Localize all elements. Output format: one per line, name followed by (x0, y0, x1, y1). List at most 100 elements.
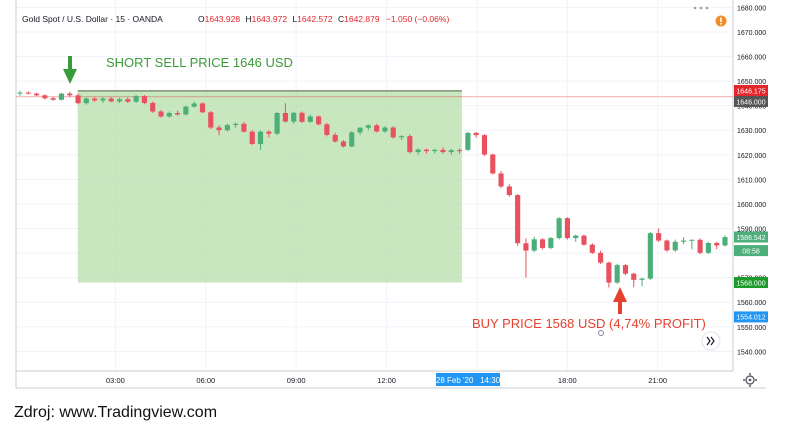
x-tick-label: 03:00 (106, 376, 125, 385)
price-badge-label: 08:58 (742, 248, 760, 255)
candle-body (282, 113, 288, 122)
candle-body (432, 149, 438, 152)
candle-body (647, 233, 653, 279)
top-dots-icon[interactable] (693, 6, 709, 10)
price-badges: 1646.175 1646.000 1586.542 08:58 1568.000 155… (734, 84, 768, 323)
orange-alert-icon[interactable] (715, 15, 727, 27)
event-marker-icon[interactable] (598, 330, 604, 336)
candle-body (125, 99, 131, 102)
candle-body (523, 243, 529, 251)
candle-body (697, 239, 703, 253)
price-badge (734, 231, 768, 243)
candle-body (539, 239, 546, 248)
trade-profit-zone[interactable] (77, 90, 462, 283)
candle-body (614, 265, 620, 283)
y-tick-label: 1660.000 (737, 55, 766, 62)
candle-body (42, 95, 48, 99)
x-tick-label: 21:00 (648, 376, 667, 385)
candle-body (548, 238, 554, 248)
candle-body (556, 218, 562, 239)
candle-body (722, 237, 728, 246)
ohlc-change-value: −1.050 (−0.06%) (386, 14, 449, 24)
y-tick-label: 1670.000 (737, 30, 766, 37)
ohlc-close-value: 1642.879 (344, 14, 380, 24)
ohlc-open-label: O (198, 14, 205, 24)
buy-arrow-icon (613, 287, 627, 314)
candle-body (498, 173, 504, 187)
candle-body (233, 123, 239, 126)
candle-body (191, 103, 197, 107)
candle-body (166, 113, 172, 117)
price-badge (734, 84, 768, 96)
candle-body (448, 150, 454, 153)
candle-body (680, 240, 687, 242)
price-badge (734, 245, 768, 257)
ohlc-close-label: C (338, 14, 344, 24)
candle-body (349, 132, 355, 147)
x-tick-label: 09:00 (287, 376, 306, 385)
candle-body (266, 131, 272, 134)
candle-body (622, 265, 629, 274)
candle-body (705, 242, 711, 253)
crosshair-time-label: 28 Feb '20 14:30 (436, 376, 501, 385)
candle-body (75, 95, 81, 104)
candle-body (307, 116, 313, 122)
candle-body (324, 124, 330, 135)
candles (17, 90, 728, 288)
candle-body (274, 113, 280, 134)
price-badge-label: 1568.000 (736, 280, 765, 287)
candle-body (589, 244, 595, 253)
y-tick-label: 1610.000 (737, 177, 766, 184)
candle-body (390, 127, 396, 138)
candle-body (141, 96, 147, 103)
price-badge-label: 1646.000 (736, 99, 765, 106)
ohlc-low-value: 1642.572 (297, 14, 333, 24)
candle-body (216, 127, 222, 131)
y-tick-label: 1650.000 (737, 79, 766, 86)
forward-chevrons-icon[interactable] (701, 331, 721, 351)
price-badge (734, 277, 768, 289)
candle-body (506, 186, 512, 196)
candle-body (365, 125, 371, 128)
candle-body (481, 135, 488, 155)
candle-body (175, 113, 181, 115)
price-badge-label: 1586.542 (736, 235, 765, 242)
y-tick-label: 1630.000 (737, 128, 766, 135)
candle-body (515, 195, 521, 244)
candle-body (34, 93, 40, 96)
symbol-title[interactable]: Gold Spot / U.S. Dollar · 15 · OANDA (22, 14, 163, 24)
y-tick-label: 1600.000 (737, 202, 766, 209)
candle-body (639, 278, 645, 280)
buy-annotation: BUY PRICE 1568 USD (4,74% PROFIT) (472, 316, 706, 331)
candle-body (423, 149, 429, 152)
candle-body (656, 233, 662, 241)
candle-body (224, 125, 230, 131)
gear-icon[interactable] (743, 373, 757, 387)
ohlc-high-label: H (245, 14, 251, 24)
short-sell-arrow-icon (63, 56, 77, 84)
candle-body (257, 131, 264, 144)
candle-body (564, 218, 570, 239)
y-tick-label: 1590.000 (737, 226, 766, 233)
candle-body (714, 242, 720, 246)
candle-body (249, 131, 255, 144)
candle-body (100, 98, 106, 101)
candle-body (465, 132, 471, 150)
candle-body (25, 92, 31, 94)
x-tick-label: 18:00 (558, 376, 577, 385)
candle-body (67, 93, 73, 96)
price-badge (734, 95, 768, 107)
candle-body (108, 98, 114, 102)
trade-box-layer (77, 90, 462, 283)
candle-body (398, 136, 405, 138)
ohlc-high-value: 1643.972 (252, 14, 288, 24)
y-tick-label: 1540.000 (737, 349, 766, 356)
candle-body (50, 98, 56, 100)
candle-body (473, 132, 479, 136)
ohlc-open-value: 1643.928 (205, 14, 241, 24)
crosshair-time-badge (436, 373, 500, 386)
short-sell-annotation: SHORT SELL PRICE 1646 USD (106, 55, 293, 70)
